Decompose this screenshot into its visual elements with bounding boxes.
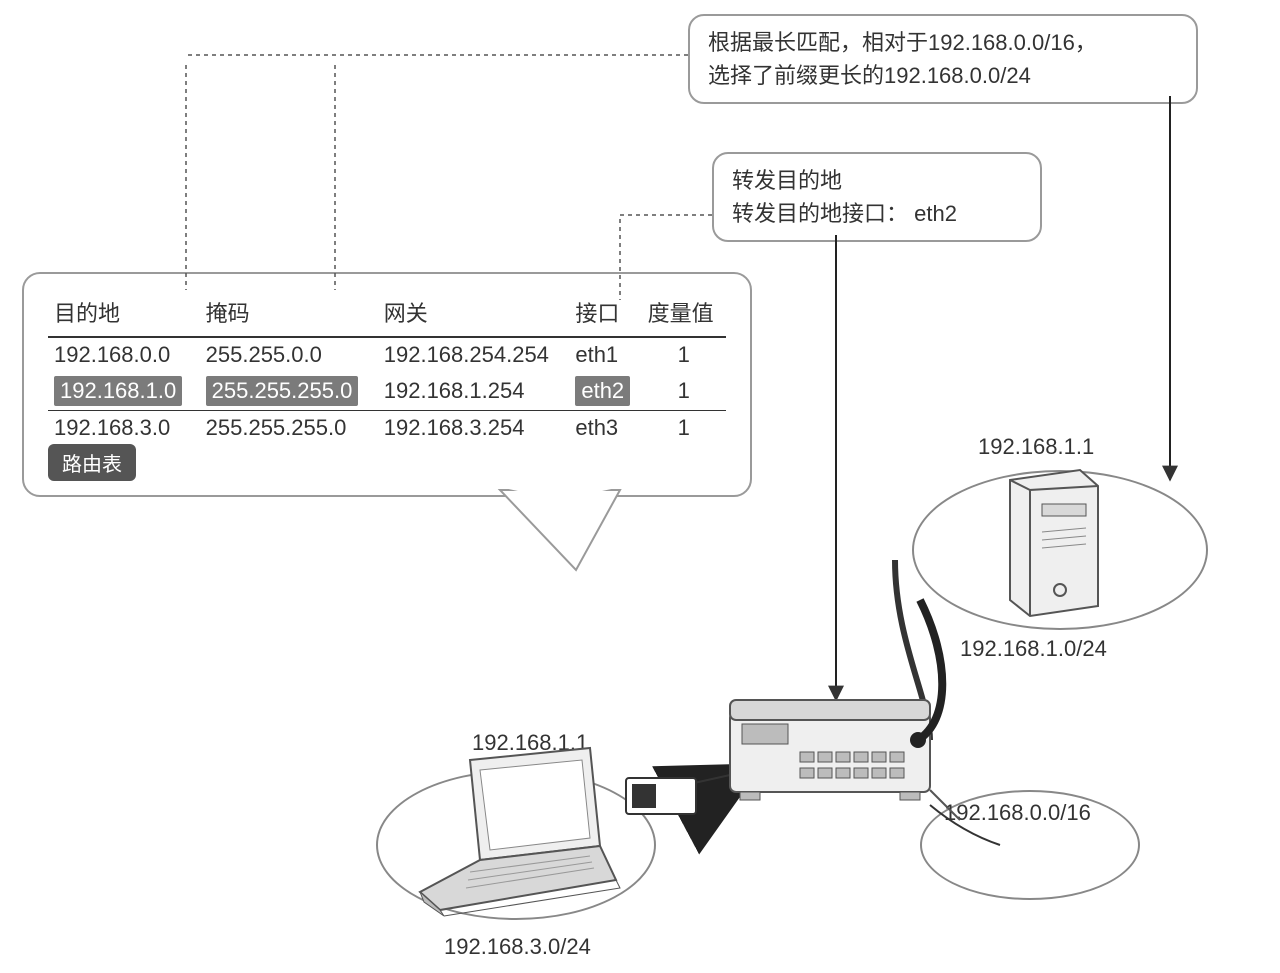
callout-mid-line1: 转发目的地 [732, 164, 1022, 197]
th-dest: 目的地 [48, 292, 200, 337]
th-iface: 接口 [569, 292, 641, 337]
routing-table: 目的地 掩码 网关 接口 度量值 192.168.0.0255.255.0.01… [48, 292, 726, 445]
table-cell: 192.168.1.0 [48, 372, 200, 411]
laptop-network-ellipse [376, 770, 656, 920]
table-cell: 192.168.0.0 [48, 337, 200, 372]
table-cell: 192.168.3.0 [48, 411, 200, 446]
callout-top-line2: 选择了前缀更长的192.168.0.0/24 [708, 59, 1178, 92]
table-cell: eth2 [569, 372, 641, 411]
cloud-net-label: 192.168.0.0/16 [944, 800, 1091, 826]
callout-top-line1: 根据最长匹配，相对于192.168.0.0/16， [708, 26, 1178, 59]
table-cell: 1 [642, 337, 726, 372]
table-cell: 192.168.3.254 [378, 411, 570, 446]
server-ip-label: 192.168.1.1 [978, 434, 1094, 460]
table-cell: 255.255.255.0 [200, 372, 378, 411]
callout-forward-dest: 转发目的地 转发目的地接口： eth2 [712, 152, 1042, 242]
table-row: 192.168.1.0255.255.255.0192.168.1.254eth… [48, 372, 726, 411]
laptop-net-label: 192.168.3.0/24 [444, 934, 591, 960]
table-speech-tail [500, 488, 620, 570]
table-cell: eth3 [569, 411, 641, 446]
routing-table-box: 目的地 掩码 网关 接口 度量值 192.168.0.0255.255.0.01… [22, 272, 752, 497]
server-net-label: 192.168.1.0/24 [960, 636, 1107, 662]
table-cell: eth1 [569, 337, 641, 372]
table-row: 192.168.0.0255.255.0.0192.168.254.254eth… [48, 337, 726, 372]
server-network-ellipse [912, 470, 1208, 630]
table-row: 192.168.3.0255.255.255.0192.168.3.254eth… [48, 411, 726, 446]
callout-mid-line2: 转发目的地接口： eth2 [732, 197, 1022, 230]
routing-table-badge: 路由表 [48, 444, 136, 481]
table-cell: 1 [642, 372, 726, 411]
table-cell: 255.255.0.0 [200, 337, 378, 372]
th-metric: 度量值 [642, 292, 726, 337]
laptop-ip-label: 192.168.1.1 [472, 730, 588, 756]
router-icon [730, 700, 930, 800]
table-cell: 192.168.1.254 [378, 372, 570, 411]
callout-longest-match: 根据最长匹配，相对于192.168.0.0/16， 选择了前缀更长的192.16… [688, 14, 1198, 104]
table-cell: 1 [642, 411, 726, 446]
table-cell: 192.168.254.254 [378, 337, 570, 372]
th-mask: 掩码 [200, 292, 378, 337]
table-cell: 255.255.255.0 [200, 411, 378, 446]
th-gateway: 网关 [378, 292, 570, 337]
